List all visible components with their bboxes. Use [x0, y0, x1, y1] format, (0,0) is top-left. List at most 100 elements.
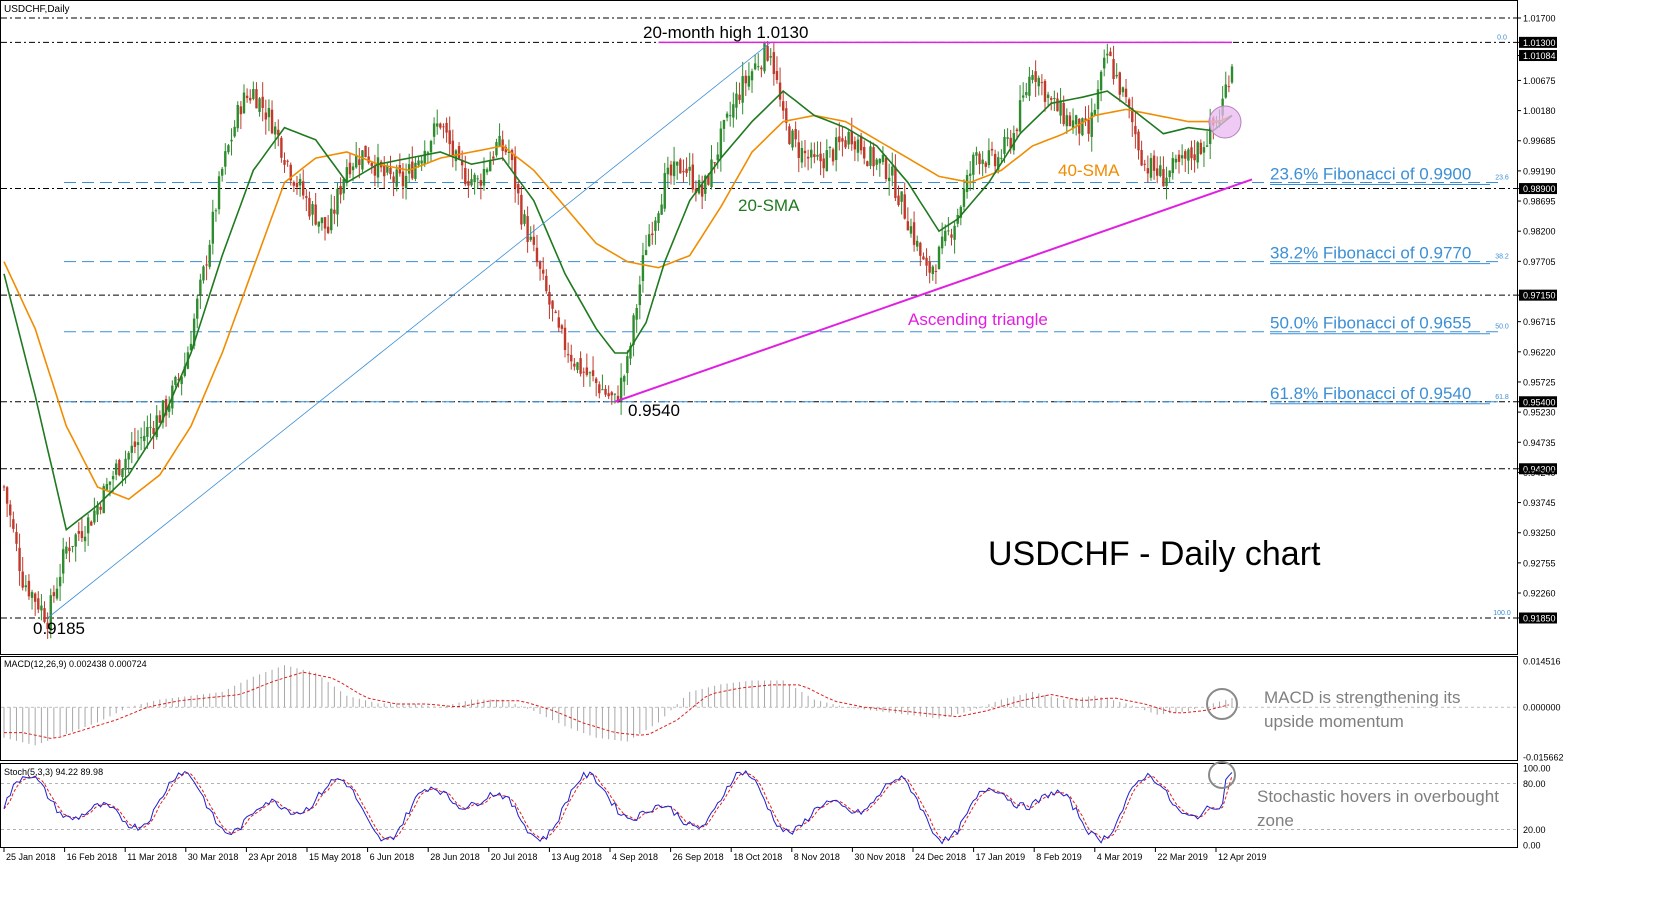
candle-body-326	[1018, 100, 1022, 132]
candle-body-350	[1093, 109, 1097, 116]
candle-body-261	[816, 154, 819, 157]
candle-body-224	[700, 184, 704, 197]
stoch-main-line	[3, 770, 1233, 845]
candle-body-80	[252, 88, 255, 99]
candle-body-362	[1131, 107, 1134, 123]
candle-body-125	[392, 176, 395, 183]
candle-body-234	[732, 104, 735, 118]
candle-body-89	[280, 137, 283, 158]
candle-body-263	[822, 158, 825, 169]
candle-body-376	[1174, 158, 1178, 163]
candle-body-338	[1056, 98, 1059, 112]
candle-body-295	[922, 256, 925, 260]
candle-body-78	[245, 95, 249, 99]
date-label-17: 8 Feb 2019	[1036, 852, 1082, 862]
candles	[2, 41, 1234, 639]
stoch-highlight-circle	[1208, 761, 1236, 789]
candle-body-116	[364, 145, 367, 158]
candle-body-244	[763, 43, 766, 72]
candle-body-73	[230, 139, 233, 142]
price-tag-15	[1519, 396, 1557, 408]
candle-body-33	[105, 484, 109, 490]
candle-body-42	[133, 441, 137, 447]
candle-body-271	[847, 131, 850, 145]
main-panel-frame	[0, 0, 1518, 655]
fib-ratio-1: 23.6	[1495, 174, 1509, 181]
candle-body-184	[576, 362, 579, 370]
candle-body-132	[414, 162, 417, 179]
fib-label-3: 50.0% Fibonacci of 0.9655	[1270, 314, 1471, 333]
date-label-3: 30 Mar 2018	[188, 852, 239, 862]
candle-body-95	[298, 179, 302, 186]
candle-body-152	[476, 178, 479, 180]
candle-body-351	[1096, 89, 1100, 110]
candle-body-201	[629, 345, 632, 359]
candle-body-294	[919, 242, 922, 256]
candle-body-288	[900, 191, 903, 202]
candle-body-188	[588, 372, 592, 374]
candle-body-173	[541, 269, 545, 274]
candle-body-281	[878, 158, 882, 164]
candle-body-367	[1146, 168, 1150, 174]
macd-tick-1: 0.000000	[1523, 703, 1561, 713]
candle-body-364	[1137, 131, 1140, 151]
candle-body-358	[1118, 72, 1121, 95]
candle-body-21	[68, 547, 71, 552]
candle-body-57	[180, 376, 183, 385]
date-label-13: 8 Nov 2018	[794, 852, 840, 862]
high-annotation: 20-month high 1.0130	[643, 23, 808, 42]
candle-body-220	[688, 166, 691, 171]
candle-body-157	[492, 156, 495, 159]
candle-body-322	[1006, 137, 1009, 139]
candle-body-325	[1015, 129, 1019, 132]
candle-body-393	[1227, 86, 1231, 88]
candle-body-315	[984, 162, 987, 167]
candle-body-394	[1230, 66, 1234, 83]
candle-body-335	[1046, 94, 1050, 99]
candle-body-71	[224, 151, 227, 167]
candle-body-280	[875, 159, 878, 165]
candle-body-343	[1071, 120, 1075, 129]
candle-body-205	[641, 255, 645, 281]
candle-body-327	[1021, 95, 1025, 98]
candle-body-191	[598, 384, 601, 394]
candle-body-254	[794, 129, 797, 140]
candle-body-314	[981, 159, 984, 164]
candle-body-233	[729, 115, 732, 117]
candle-body-291	[909, 226, 913, 234]
candle-body-162	[507, 151, 511, 153]
candle-body-114	[358, 159, 361, 165]
candle-body-30	[96, 505, 99, 515]
candle-body-355	[1109, 51, 1112, 57]
candle-body-365	[1140, 150, 1143, 166]
price-tag-24	[1519, 612, 1557, 624]
candle-body-86	[270, 109, 274, 134]
macd-panel-frame	[0, 656, 1518, 761]
candle-body-38	[121, 468, 124, 478]
candle-body-133	[417, 160, 420, 166]
candle-body-359	[1121, 87, 1125, 93]
stoch-tick-0: 100.00	[1523, 764, 1551, 774]
candle-body-43	[136, 442, 140, 446]
candle-body-276	[863, 146, 866, 159]
candle-body-77	[242, 92, 246, 114]
candle-body-386	[1205, 145, 1209, 147]
stoch-annotation-line2: zone	[1257, 811, 1294, 830]
date-label-19: 22 Mar 2019	[1157, 852, 1208, 862]
chart-title: USDCHF - Daily chart	[988, 535, 1321, 573]
macd-label: MACD(12,26,9) 0.002438 0.000724	[4, 659, 147, 669]
candle-body-258	[806, 156, 810, 159]
candle-body-88	[277, 129, 280, 136]
candle-body-103	[323, 217, 327, 229]
candle-body-64	[202, 266, 205, 281]
price-tag-11	[1519, 289, 1557, 301]
candle-body-6	[21, 571, 24, 588]
candle-body-319	[997, 157, 1000, 170]
candle-body-209	[654, 220, 657, 231]
candle-body-104	[326, 226, 330, 233]
candle-body-131	[411, 161, 414, 179]
candle-body-16	[52, 592, 56, 597]
candle-body-48	[152, 428, 155, 434]
candle-body-341	[1065, 115, 1069, 127]
candle-body-158	[495, 142, 498, 156]
